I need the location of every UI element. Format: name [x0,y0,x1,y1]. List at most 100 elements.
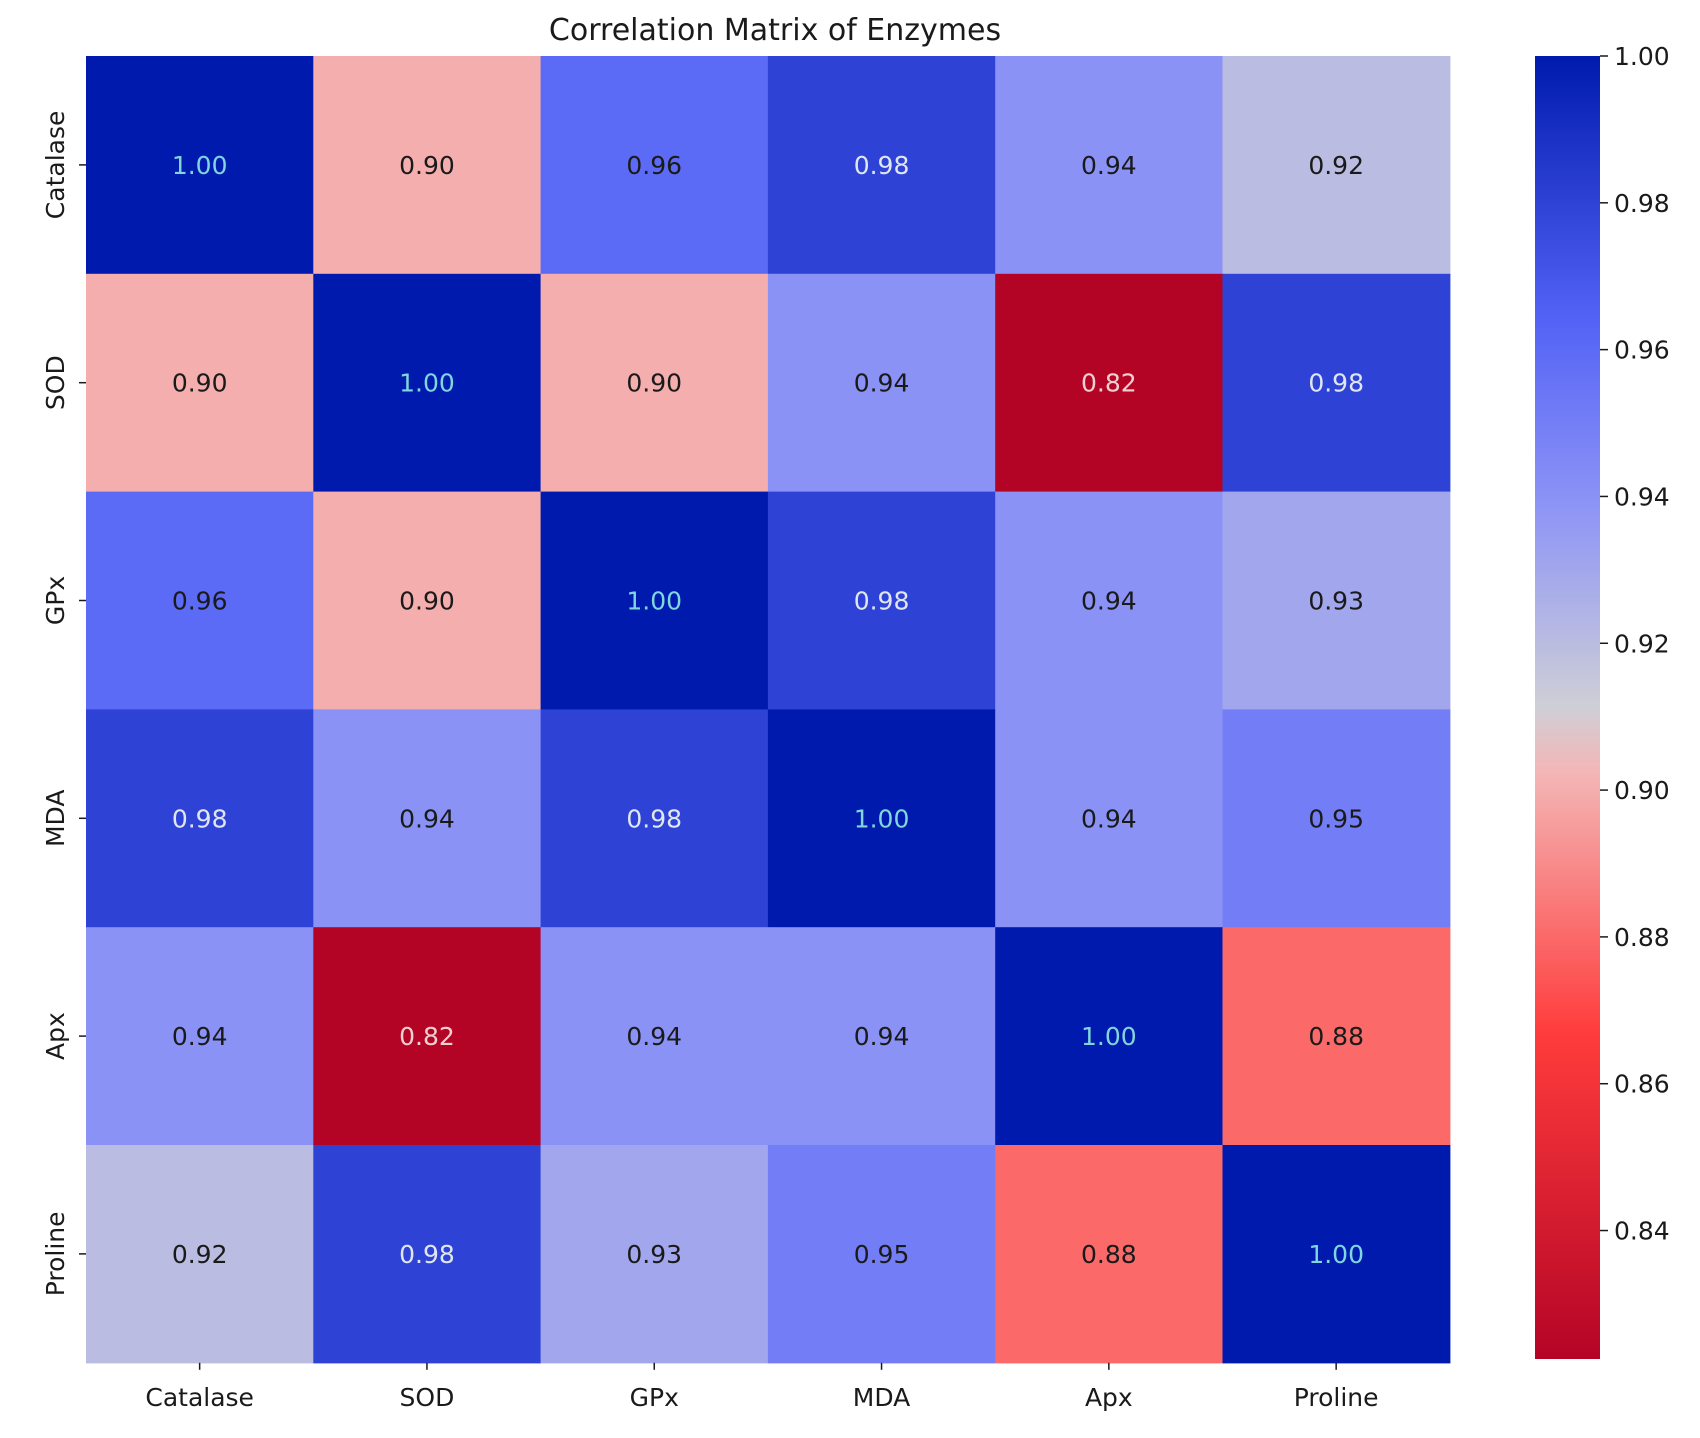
cell-value-label: 1.00 [1308,1240,1364,1269]
heatmap-cell [767,1145,996,1364]
cell-value-label: 0.95 [854,1240,910,1269]
cell-value-label: 0.98 [1308,369,1364,398]
cell-value-label: 1.00 [1081,1022,1137,1051]
colorbar-tick-label: 0.84 [1614,1217,1670,1246]
x-tick-label: Apx [1085,1383,1133,1412]
heatmap-cell-labels: 1.00 0.90 0.96 0.98 0.94 0.92 0.90 1.00 0.90 0.94… [172,151,1364,1269]
cell-value-label: 0.90 [626,369,682,398]
cell-value-label: 1.00 [626,587,682,616]
heatmap-cell [1222,491,1451,710]
cell-value-label: 0.94 [399,804,455,833]
cell-value-label: 0.90 [399,151,455,180]
cell-value-label: 1.00 [172,151,228,180]
colorbar-tick-label: 1.00 [1614,42,1670,71]
heatmap-cell [767,709,996,928]
heatmap-cell [540,491,769,710]
heatmap-cell [767,491,996,710]
x-axis-ticks: Catalase SOD GPx MDA Apx Proline [145,1362,1379,1412]
heatmap-cell [995,56,1224,275]
x-tick-label: MDA [853,1383,910,1412]
cell-value-label: 0.88 [1081,1240,1137,1269]
heatmap-cell [313,709,542,928]
cell-value-label: 0.92 [1308,151,1364,180]
cell-value-label: 1.00 [399,369,455,398]
y-tick-label: GPx [41,576,70,625]
colorbar-ticks: 1.00 0.98 0.96 0.94 0.92 0.90 0.88 0.86 0.84 [1600,42,1670,1246]
heatmap-cell [767,273,996,493]
cell-value-label: 0.93 [1308,587,1364,616]
heatmap-cell [995,273,1224,493]
colorbar-tick-label: 0.96 [1614,336,1670,365]
heatmap-cell [86,491,314,710]
heatmap-cell [313,1145,542,1364]
colorbar [1535,56,1600,1359]
cell-value-label: 0.96 [626,151,682,180]
cell-value-label: 0.94 [626,1022,682,1051]
colorbar-tick-label: 0.92 [1614,629,1670,658]
cell-value-label: 0.94 [1081,587,1137,616]
y-axis-ticks: Catalase SOD GPx MDA Apx Proline [41,111,86,1297]
y-tick-label: SOD [41,355,70,410]
y-tick-label: MDA [41,790,70,847]
heatmap-cell [540,1145,769,1364]
cell-value-label: 0.90 [399,587,455,616]
heatmap-cell [540,927,769,1146]
cell-value-label: 0.96 [172,587,228,616]
cell-value-label: 0.98 [399,1240,455,1269]
cell-value-label: 1.00 [854,804,910,833]
cell-value-label: 0.98 [854,587,910,616]
cell-value-label: 0.94 [1081,151,1137,180]
x-tick-label: Catalase [145,1383,254,1412]
cell-value-label: 0.95 [1308,804,1364,833]
heatmap-cell [313,56,542,275]
heatmap-cell [1222,927,1451,1146]
chart-title: Correlation Matrix of Enzymes [549,13,1001,48]
heatmap-cell [86,927,314,1146]
heatmap-cell [995,491,1224,710]
x-tick-label: SOD [400,1383,455,1412]
heatmap-cell [86,709,314,928]
heatmap-cell [86,273,314,493]
heatmap-cell [1222,1145,1451,1364]
cell-value-label: 0.98 [172,804,228,833]
x-tick-label: Proline [1294,1383,1379,1412]
cell-value-label: 0.82 [399,1022,455,1051]
heatmap-cell [767,56,996,275]
heatmap-cell [1222,56,1451,275]
heatmap-cell [313,927,542,1146]
colorbar-tick-label: 0.98 [1614,189,1670,218]
cell-value-label: 0.90 [172,369,228,398]
heatmap-cell [540,56,769,275]
cell-value-label: 0.92 [172,1240,228,1269]
y-tick-label: Apx [41,1012,70,1060]
y-tick-label: Catalase [41,111,70,220]
heatmap-cell [995,1145,1224,1364]
heatmap-cell [1222,273,1451,493]
cell-value-label: 0.98 [626,804,682,833]
heatmap-cell [540,273,769,493]
cell-value-label: 0.82 [1081,369,1137,398]
y-tick-label: Proline [41,1212,70,1297]
colorbar-tick-label: 0.90 [1614,776,1670,805]
heatmap-cell [313,491,542,710]
heatmap-cell [1222,709,1451,928]
heatmap-cells [86,56,1451,1364]
cell-value-label: 0.88 [1308,1022,1364,1051]
heatmap-cell [86,1145,314,1364]
cell-value-label: 0.94 [854,1022,910,1051]
heatmap-cell [995,709,1224,928]
x-tick-label: GPx [630,1383,679,1412]
colorbar-tick-label: 0.86 [1614,1070,1670,1099]
heatmap-cell [313,273,542,493]
heatmap-cell [540,709,769,928]
cell-value-label: 0.94 [854,369,910,398]
cell-value-label: 0.93 [626,1240,682,1269]
cell-value-label: 0.94 [172,1022,228,1051]
colorbar-tick-label: 0.94 [1614,482,1670,511]
heatmap-cell [995,927,1224,1146]
cell-value-label: 0.98 [854,151,910,180]
heatmap-cell [767,927,996,1146]
heatmap-cell [86,56,314,275]
colorbar-tick-label: 0.88 [1614,923,1670,952]
